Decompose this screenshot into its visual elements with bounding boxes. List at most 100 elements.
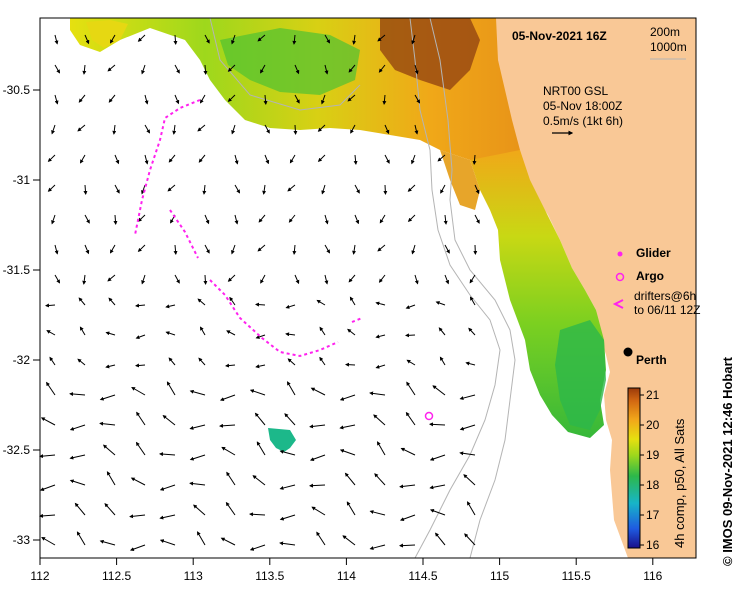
current-vector xyxy=(292,34,297,45)
current-vector xyxy=(429,484,446,490)
current-vector xyxy=(105,364,116,369)
current-vector xyxy=(173,34,178,45)
current-vector xyxy=(375,334,386,339)
current-vector xyxy=(141,64,146,75)
current-vector xyxy=(189,389,206,396)
current-vector xyxy=(204,214,210,225)
current-vector xyxy=(49,356,56,366)
current-vector xyxy=(249,544,266,551)
current-vector xyxy=(41,537,56,546)
colorbar-label: 4h comp, p50, All Sats xyxy=(672,418,687,548)
current-vector xyxy=(189,481,206,486)
current-vector xyxy=(159,514,176,520)
current-vector xyxy=(137,34,146,42)
current-vector xyxy=(289,154,296,164)
current-vector xyxy=(324,244,330,254)
current-vector xyxy=(84,214,90,224)
glider-symbol xyxy=(617,251,623,257)
current-vector xyxy=(348,274,356,283)
current-vector xyxy=(231,244,236,255)
current-vector xyxy=(173,244,178,255)
lon-tick-label: 113 xyxy=(184,569,203,583)
current-vector xyxy=(285,332,296,337)
current-vector xyxy=(227,64,236,72)
current-vector xyxy=(234,154,239,165)
current-vector xyxy=(399,484,416,489)
current-vector xyxy=(112,124,117,135)
current-vector xyxy=(99,539,116,546)
current-vector xyxy=(255,334,266,339)
current-vector xyxy=(339,449,356,456)
current-vector xyxy=(110,34,116,44)
legend-glider: Glider xyxy=(636,246,671,260)
colorbar-tick-label: 17 xyxy=(646,508,660,522)
current-vector xyxy=(435,301,446,306)
current-vector xyxy=(76,531,86,546)
current-vector xyxy=(82,64,87,75)
current-vector xyxy=(339,424,356,430)
current-legend-scale: 0.5m/s (1kt 6h) xyxy=(543,114,623,128)
current-vector xyxy=(263,94,268,105)
current-vector xyxy=(288,214,296,223)
current-vector xyxy=(54,94,59,105)
legend-drifters: drifters@6h xyxy=(634,289,696,303)
current-vector xyxy=(39,513,56,518)
current-vector xyxy=(229,296,236,306)
current-vector xyxy=(105,331,116,336)
current-vector xyxy=(197,531,206,546)
current-vector xyxy=(350,124,356,134)
lat-tick-label: -32.5 xyxy=(3,443,31,457)
lon-tick-label: 114 xyxy=(337,569,356,583)
current-vector xyxy=(168,357,176,366)
current-vector xyxy=(135,441,146,456)
current-vector xyxy=(414,124,419,135)
current-vector xyxy=(219,423,236,428)
current-vector xyxy=(84,244,90,255)
current-vector xyxy=(414,274,419,285)
current-vector xyxy=(472,154,477,165)
current-vector xyxy=(144,154,149,165)
current-vector xyxy=(165,304,176,309)
current-vector xyxy=(459,424,476,431)
current-vector xyxy=(79,326,86,336)
current-vector xyxy=(69,479,86,486)
current-vector xyxy=(439,356,446,366)
current-vector xyxy=(407,214,416,223)
current-vector xyxy=(324,214,329,225)
current-vector xyxy=(342,535,356,546)
plot-frame xyxy=(39,17,697,559)
current-vector xyxy=(264,124,270,134)
current-vector xyxy=(379,214,386,224)
current-vector xyxy=(444,274,450,285)
current-vector xyxy=(384,124,390,135)
current-vector xyxy=(231,34,236,45)
current-vector xyxy=(279,541,296,546)
current-vector xyxy=(130,477,146,486)
lat-tick-label: -33 xyxy=(13,533,31,547)
current-vector xyxy=(411,34,416,45)
current-vector xyxy=(54,244,59,255)
current-vector xyxy=(83,184,88,195)
current-vector xyxy=(377,244,386,252)
legend-argo: Argo xyxy=(636,269,664,283)
current-vector xyxy=(287,184,296,192)
current-vector xyxy=(374,473,386,486)
current-vector xyxy=(414,64,419,75)
current-vector xyxy=(204,34,210,44)
current-vector xyxy=(141,274,146,285)
current-vector xyxy=(108,297,116,306)
current-vector xyxy=(174,274,180,284)
current-vector xyxy=(129,514,146,519)
current-vector xyxy=(113,214,118,225)
colorbar-ticks: 16 17 18 19 20 21 xyxy=(640,388,660,552)
current-vector xyxy=(444,244,450,254)
current-vector xyxy=(319,356,326,366)
current-vector xyxy=(227,94,236,102)
current-vector xyxy=(69,454,86,460)
current-vector xyxy=(135,334,146,339)
current-vector xyxy=(54,64,60,74)
current-vector xyxy=(287,381,296,396)
lon-tick-label: 115.5 xyxy=(562,569,591,583)
current-vector xyxy=(54,274,60,284)
